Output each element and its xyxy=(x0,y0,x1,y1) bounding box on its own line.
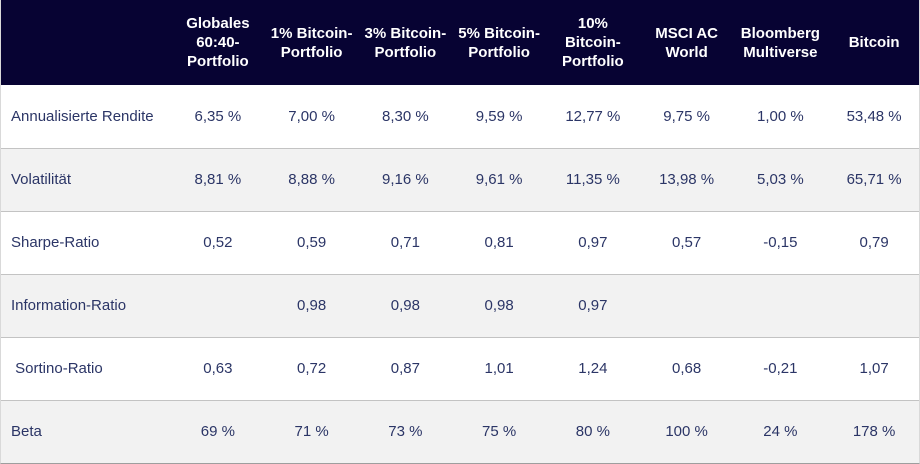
column-header-bitcoin: Bitcoin xyxy=(848,34,900,51)
table-cell: 9,75 % xyxy=(663,107,710,125)
table-cell: 53,48 % xyxy=(846,107,902,125)
table-cell: 0,79 xyxy=(859,234,889,251)
table-cell: 12,77 % xyxy=(565,107,621,125)
table-cell: 71 % xyxy=(294,423,329,441)
table-cell: 65,71 % xyxy=(846,171,902,188)
table-cell: 1,00 % xyxy=(757,107,804,125)
table-cell: 0,98 xyxy=(297,297,327,314)
table-row-volatilitaet: Volatilität 8,81 % 8,88 % 9,16 % 9,61 % … xyxy=(1,148,919,211)
row-label: Sharpe-Ratio xyxy=(11,234,100,251)
table-cell: 1,01 xyxy=(484,360,514,377)
table-cell: 8,30 % xyxy=(382,107,429,125)
table-cell: 0,81 xyxy=(484,234,514,251)
column-header-msci-ac-world: MSCI AC World xyxy=(655,24,719,61)
table-cell xyxy=(734,274,828,337)
column-header-10pct-bitcoin-portfolio: 10% Bitcoin-Portfolio xyxy=(562,15,624,70)
table-cell: 80 % xyxy=(575,423,610,441)
column-header-1pct-bitcoin-portfolio: 1% Bitcoin-Portfolio xyxy=(270,24,353,61)
table-cell: 0,87 xyxy=(390,360,420,377)
table-cell: 7,00 % xyxy=(288,107,335,125)
table-cell: -0,15 xyxy=(763,234,798,251)
table-cell: 69 % xyxy=(200,423,235,441)
table-cell: -0,21 xyxy=(763,360,798,377)
table-cell xyxy=(171,274,265,337)
table-cell xyxy=(827,274,919,337)
row-label: Sortino-Ratio xyxy=(11,360,103,377)
table-cell: 0,52 xyxy=(203,234,233,251)
table-cell: 0,97 xyxy=(578,234,608,251)
row-label: Annualisierte Rendite xyxy=(11,107,154,125)
table-cell: 9,59 % xyxy=(475,107,523,125)
row-label: Volatilität xyxy=(11,171,72,188)
table-cell: 13,98 % xyxy=(659,171,715,188)
table-cell: 24 % xyxy=(763,423,798,441)
table-cell: 0,59 xyxy=(297,234,327,251)
table-cell: 0,68 xyxy=(672,360,702,377)
table-cell: 0,57 xyxy=(672,234,702,251)
table-row-sharpe-ratio: Sharpe-Ratio 0,52 0,59 0,71 0,81 0,97 0,… xyxy=(1,211,919,274)
row-label: Information-Ratio xyxy=(11,297,127,314)
table-cell: 0,71 xyxy=(390,234,420,251)
column-header-3pct-bitcoin-portfolio: 3% Bitcoin-Portfolio xyxy=(364,24,447,61)
corner-cell xyxy=(1,0,171,85)
table-cell: 178 % xyxy=(852,423,896,441)
table-cell: 9,61 % xyxy=(475,171,523,188)
column-header-bloomberg-multiverse: Bloomberg Multiverse xyxy=(740,24,820,61)
table-cell: 75 % xyxy=(482,423,517,441)
header-row: Globales 60:40-Portfolio 1% Bitcoin-Port… xyxy=(1,0,919,85)
table-cell: 9,16 % xyxy=(382,171,429,188)
table-cell: 11,35 % xyxy=(565,171,620,188)
table-cell: 8,81 % xyxy=(194,171,242,188)
table-cell: 8,88 % xyxy=(288,171,335,188)
column-header-5pct-bitcoin-portfolio: 5% Bitcoin-Portfolio xyxy=(458,24,540,61)
table-cell: 0,63 xyxy=(203,360,233,377)
table-cell: 5,03 % xyxy=(757,171,804,188)
table-cell: 73 % xyxy=(388,423,423,441)
table-row-sortino-ratio: Sortino-Ratio 0,63 0,72 0,87 1,01 1,24 0… xyxy=(1,337,919,400)
table-cell: 0,98 xyxy=(390,297,420,314)
table-cell: 6,35 % xyxy=(194,107,242,125)
table-cell: 0,98 xyxy=(484,297,514,314)
table-cell: 1,24 xyxy=(578,360,608,377)
row-label: Beta xyxy=(11,423,42,441)
table-cell: 1,07 xyxy=(859,360,889,377)
table-row-information-ratio: Information-Ratio 0,98 0,98 0,98 0,97 xyxy=(1,274,919,337)
table-cell: 0,72 xyxy=(297,360,327,377)
table-cell xyxy=(640,274,734,337)
table-row-beta: Beta 69 % 71 % 73 % 75 % 80 % 100 % 24 %… xyxy=(1,400,919,463)
table-row-annualisierte-rendite: Annualisierte Rendite 6,35 % 7,00 % 8,30… xyxy=(1,85,919,148)
column-header-globales-6040-portfolio: Globales 60:40-Portfolio xyxy=(186,15,250,70)
table-cell: 0,97 xyxy=(578,297,608,314)
table-cell: 100 % xyxy=(665,423,708,441)
